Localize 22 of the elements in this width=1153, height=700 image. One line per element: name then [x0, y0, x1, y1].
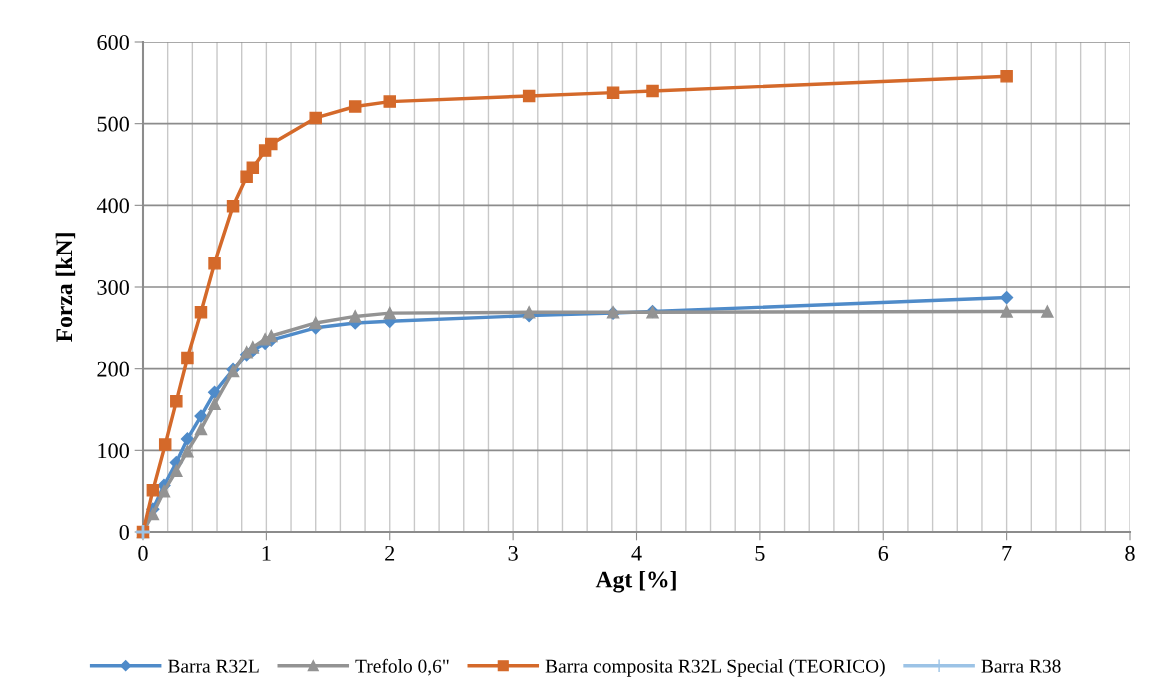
legend-label: Barra composita R32L Special (TEORICO)	[545, 659, 885, 677]
x-tick-label: 2	[385, 545, 395, 561]
y-tick-label: 200	[97, 361, 129, 377]
y-tick-label: 500	[97, 116, 129, 132]
y-axis-title: Forza [kN]	[55, 233, 76, 342]
x-tick-label: 8	[1125, 545, 1135, 561]
x-tick-label: 7	[1002, 546, 1012, 561]
y-tick-label: 300	[97, 279, 129, 295]
y-tick-label: 600	[97, 34, 129, 50]
x-tick-label: 4	[631, 545, 642, 561]
y-tick-label: 400	[96, 198, 129, 214]
legend-label: Barra R38	[981, 659, 1061, 673]
x-tick-label: 3	[508, 545, 518, 561]
x-tick-label: 1	[262, 545, 271, 561]
x-tick-label: 5	[755, 546, 765, 561]
y-tick-label: 100	[98, 443, 129, 459]
legend-label: Trefolo 0,6"	[355, 658, 449, 676]
x-tick-label: 0	[138, 545, 148, 561]
x-tick-label: 6	[878, 545, 889, 561]
x-axis-title: Agt [%]	[595, 570, 676, 593]
y-tick-label: 0	[119, 524, 129, 540]
legend-label: Barra R32L	[168, 659, 259, 673]
